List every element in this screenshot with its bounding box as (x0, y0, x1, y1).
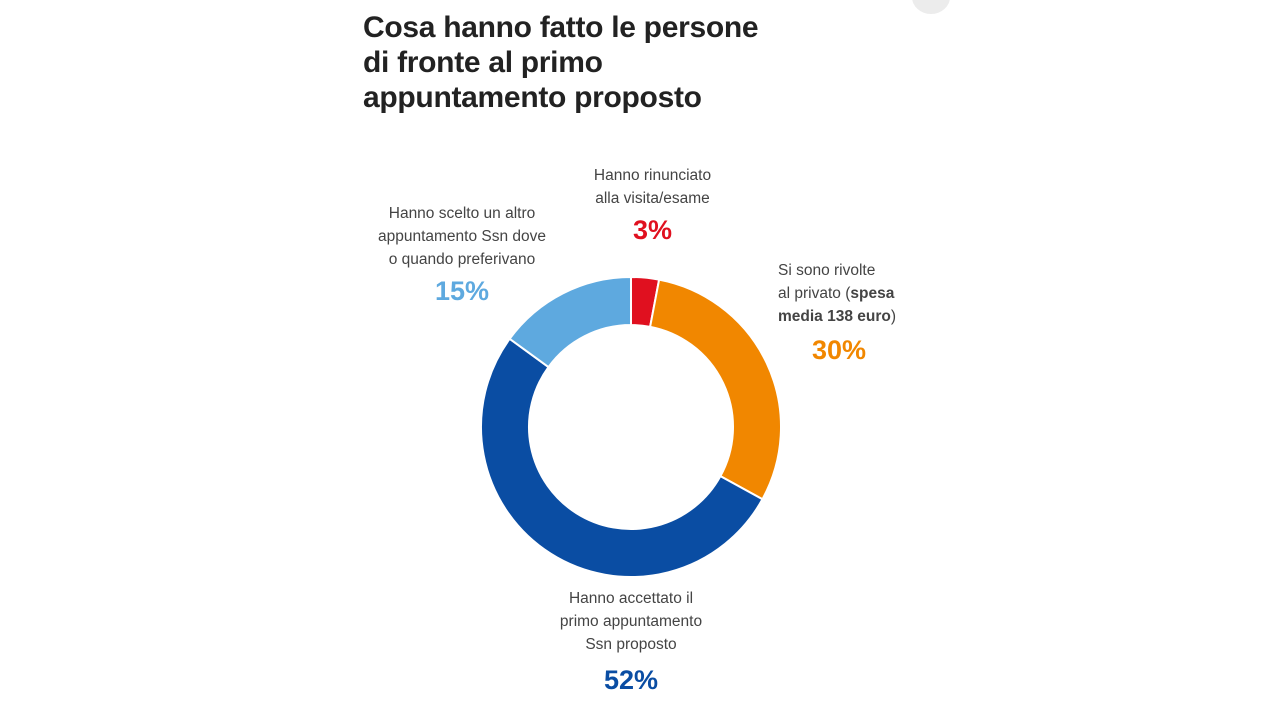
chart-title-line: appuntamento proposto (363, 81, 702, 114)
chart-title-line: di fronte al primo (363, 46, 603, 79)
chart-title: Cosa hanno fatto le persone di fronte al… (363, 10, 803, 115)
label-line: primo appuntamento (559, 613, 703, 630)
label-altro-appuntamento: Hanno scelto un altro appuntamento Ssn d… (352, 202, 572, 307)
chart-title-line: Cosa hanno fatto le persone (363, 11, 759, 44)
percentage-privato: 30% (812, 335, 867, 365)
label-line: Si sono rivolte (778, 262, 876, 279)
label-line: al privato (spesa (778, 282, 928, 305)
label-text: ) (890, 308, 897, 325)
slice-privato (648, 278, 782, 501)
label-line: Hanno scelto un altro (388, 205, 536, 222)
label-rinunciato: Hanno rinunciato alla visita/esame 3% (560, 164, 745, 246)
slice-accettato (480, 337, 764, 578)
label-accettato: Hanno accettato il primo appuntamento Ss… (530, 587, 732, 696)
slice-altro (508, 275, 632, 369)
label-line: appuntamento Ssn dove (377, 228, 547, 245)
corner-circle-decoration (912, 0, 950, 14)
label-bold-text: media 138 euro (778, 308, 891, 325)
label-line: alla visita/esame (595, 190, 710, 207)
label-text: al privato ( (778, 285, 851, 302)
label-line: o quando preferivano (388, 251, 536, 268)
label-privato: Si sono rivolte al privato (spesa media … (778, 259, 928, 366)
label-bold-text: spesa (850, 285, 895, 302)
percentage-rinunciato: 3% (632, 215, 673, 245)
label-line: Hanno rinunciato (593, 167, 712, 184)
percentage-accettato: 52% (603, 665, 659, 695)
percentage-altro: 15% (434, 276, 490, 306)
label-line: Ssn proposto (585, 636, 677, 653)
label-line: media 138 euro) (778, 305, 928, 328)
label-line: Hanno accettato il (568, 590, 694, 607)
